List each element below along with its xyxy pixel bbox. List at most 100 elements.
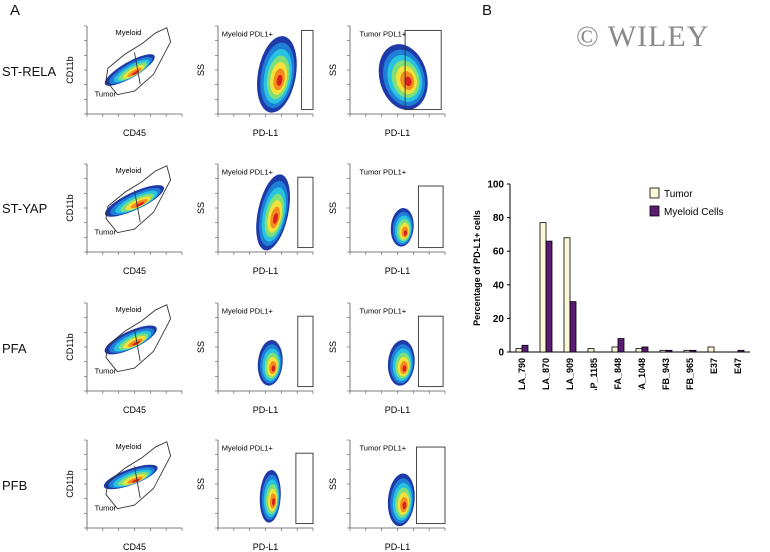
density-level bbox=[271, 365, 276, 372]
x-axis-label: CD45 bbox=[123, 542, 146, 552]
row-label-st-rela: ST-RELA bbox=[2, 64, 57, 79]
gate-rectangle bbox=[297, 176, 314, 249]
flow-plot: Myeloid PDL1+ PD-L1 SS bbox=[196, 25, 314, 138]
y-tick-label: 80 bbox=[493, 213, 505, 224]
gate-label-pdl1: Tumor PDL1+ bbox=[360, 168, 407, 177]
density-blob bbox=[259, 469, 281, 523]
gate-label-tumor: Tumor bbox=[95, 227, 117, 236]
y-axis-label: SS bbox=[196, 341, 206, 353]
legend-entry: Myeloid Cells bbox=[664, 207, 723, 218]
bar-tumor bbox=[587, 348, 595, 353]
x-tick-label: E37 bbox=[709, 358, 719, 374]
flow-plot: Myeloid Tumor CD45 CD11b bbox=[65, 163, 183, 276]
flow-plot: Tumor PDL1+ PD-L1 SS bbox=[328, 302, 446, 415]
density-blob bbox=[256, 174, 291, 251]
gate-label-myeloid: Myeloid bbox=[116, 28, 142, 37]
y-axis-label: SS bbox=[196, 478, 206, 490]
gate-rectangle bbox=[404, 29, 442, 111]
density-level bbox=[403, 230, 408, 236]
flow-plot: Myeloid Tumor CD45 CD11b bbox=[65, 302, 183, 415]
y-axis-label: Percentage of PD-L1+ cells bbox=[472, 210, 482, 326]
x-tick-label: PFA_848 bbox=[613, 358, 623, 390]
x-axis-label: PD-L1 bbox=[253, 405, 279, 415]
bar-myeloid bbox=[689, 349, 697, 353]
density-blob bbox=[103, 464, 158, 490]
x-axis-label: CD45 bbox=[123, 266, 146, 276]
gate-divider bbox=[134, 466, 141, 499]
x-axis-label: CD45 bbox=[123, 128, 146, 138]
density-level bbox=[404, 76, 412, 87]
row-label-pfa: PFA bbox=[2, 341, 27, 356]
panel-a-label: A bbox=[10, 2, 21, 19]
gate-label-pdl1: Tumor PDL1+ bbox=[360, 444, 407, 453]
gate-divider bbox=[134, 190, 141, 223]
bar-myeloid bbox=[641, 346, 649, 353]
gate-rectangle bbox=[297, 315, 314, 388]
gate-rectangle bbox=[416, 446, 446, 525]
bar-myeloid bbox=[665, 349, 673, 353]
density-blob bbox=[387, 340, 415, 386]
density-blob bbox=[104, 185, 165, 217]
bar-myeloid bbox=[521, 344, 529, 353]
flow-plot: Myeloid Tumor CD45 CD11b bbox=[65, 439, 183, 552]
x-tick-label: PFB_943 bbox=[661, 358, 671, 390]
x-axis-label: PD-L1 bbox=[253, 542, 279, 552]
gate-rectangle bbox=[301, 29, 314, 111]
gate-polygon bbox=[105, 27, 172, 96]
gate-divider bbox=[134, 52, 141, 85]
density-blob bbox=[378, 44, 428, 110]
y-axis-label: CD11b bbox=[65, 56, 75, 83]
row-label-st-yap: ST-YAP bbox=[2, 201, 48, 216]
gate-label-myeloid: Myeloid bbox=[116, 166, 142, 175]
gate-polygon bbox=[105, 165, 172, 234]
x-axis-label: PD-L1 bbox=[385, 405, 411, 415]
y-tick-label: 100 bbox=[487, 180, 504, 191]
y-tick-label: 60 bbox=[493, 247, 505, 258]
gate-label-pdl1: Myeloid PDL1+ bbox=[222, 444, 274, 453]
bar-tumor bbox=[539, 222, 547, 353]
gate-divider bbox=[134, 329, 141, 362]
gate-label-tumor: Tumor bbox=[95, 89, 117, 98]
gate-polygon bbox=[105, 441, 172, 510]
density-level bbox=[131, 70, 140, 76]
legend-entry: Tumor bbox=[664, 189, 693, 200]
y-axis-label: SS bbox=[328, 478, 338, 490]
x-axis-label: PD-L1 bbox=[385, 128, 411, 138]
y-tick-label: 0 bbox=[498, 348, 504, 359]
y-axis-label: SS bbox=[328, 341, 338, 353]
legend-swatch bbox=[649, 205, 660, 217]
density-blob bbox=[390, 208, 414, 247]
gate-label-pdl1: Tumor PDL1+ bbox=[360, 307, 407, 316]
x-axis-label: CD45 bbox=[123, 405, 146, 415]
flow-plot: Myeloid PDL1+ PD-L1 SS bbox=[196, 302, 314, 415]
bar-tumor bbox=[635, 348, 643, 353]
density-level bbox=[402, 501, 407, 510]
gate-label-pdl1: Myeloid PDL1+ bbox=[222, 307, 274, 316]
flow-plot: Myeloid PDL1+ PD-L1 SS bbox=[196, 163, 314, 276]
density-level bbox=[132, 479, 140, 483]
flow-plot: Myeloid PDL1+ PD-L1 SS bbox=[196, 439, 314, 552]
density-blob bbox=[104, 54, 155, 86]
density-level bbox=[272, 498, 276, 506]
legend-swatch bbox=[649, 187, 660, 199]
y-axis-label: CD11b bbox=[65, 194, 75, 221]
y-tick-label: 20 bbox=[493, 314, 505, 325]
y-axis-label: CD11b bbox=[65, 333, 75, 360]
bar-tumor bbox=[515, 348, 523, 353]
bar-myeloid bbox=[617, 338, 625, 353]
density-level bbox=[276, 74, 283, 86]
y-axis-label: CD11b bbox=[65, 470, 75, 497]
gate-label-pdl1: Tumor PDL1+ bbox=[360, 30, 407, 39]
x-axis-label: PD-L1 bbox=[385, 542, 411, 552]
density-blob bbox=[257, 36, 297, 113]
flow-plot: Tumor PDL1+ PD-L1 SS bbox=[328, 25, 446, 138]
flow-plot: Myeloid Tumor CD45 CD11b bbox=[65, 25, 183, 138]
gate-rectangle bbox=[295, 452, 314, 525]
bar-myeloid bbox=[545, 240, 553, 353]
x-tick-label: RELA_909 bbox=[565, 358, 575, 390]
row-label-pfb: PFB bbox=[2, 478, 28, 493]
x-axis-label: PD-L1 bbox=[253, 128, 279, 138]
y-axis-label: SS bbox=[196, 202, 206, 214]
gate-label-myeloid: Myeloid bbox=[116, 305, 142, 314]
x-tick-label: PFB_965 bbox=[685, 358, 695, 390]
